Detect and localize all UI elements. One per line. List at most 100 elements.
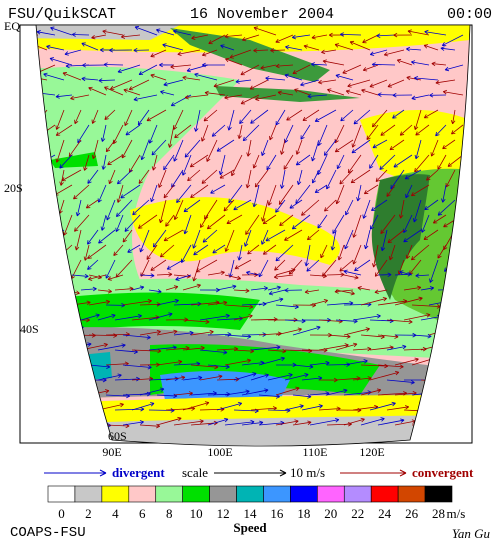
- wind-arrow: [306, 259, 320, 272]
- wind-arrow: [351, 124, 362, 148]
- wind-arrow: [184, 139, 201, 158]
- wind-arrow: [150, 184, 158, 203]
- wind-arrow: [194, 72, 218, 81]
- wind-arrow: [182, 75, 201, 81]
- wind-arrow: [158, 169, 167, 188]
- wind-arrow: [386, 184, 396, 197]
- wind-arrow: [245, 214, 260, 235]
- wind-arrow: [137, 214, 158, 229]
- wind-arrow: [275, 268, 296, 276]
- wind-arrow: [258, 356, 285, 366]
- wind-arrow: [360, 388, 382, 396]
- wind-arrow: [80, 313, 100, 321]
- wind-arrow: [140, 139, 150, 161]
- wind-arrow: [403, 313, 431, 321]
- lon-label: 110E: [303, 445, 328, 459]
- wind-arrow: [151, 154, 158, 171]
- wind-arrow: [289, 199, 303, 209]
- wind-arrow: [369, 79, 388, 88]
- wind-arrow: [292, 64, 311, 75]
- wind-arrow: [139, 229, 150, 253]
- wind-arrow: [340, 109, 354, 122]
- wind-arrow: [105, 139, 116, 153]
- wind-arrow: [49, 57, 73, 66]
- wind-arrow: [398, 199, 405, 219]
- lon-labels: 90E 100E 110E 120E: [102, 445, 384, 459]
- colorbar-label: 10: [190, 506, 203, 521]
- wind-arrow: [380, 124, 396, 136]
- wind-arrow: [240, 94, 260, 105]
- wind-arrow: [218, 154, 226, 176]
- wind-arrow: [383, 49, 405, 57]
- wind-arrow: [163, 229, 184, 242]
- wind-arrow: [336, 154, 345, 170]
- wind-arrow: [74, 109, 82, 125]
- wind-arrow: [75, 199, 82, 217]
- wind-arrow: [231, 154, 243, 177]
- wind-arrow: [87, 244, 107, 259]
- wind-arrow: [265, 76, 286, 81]
- wind-arrow: [406, 46, 422, 52]
- wind-arrow: [139, 387, 165, 396]
- colorbar-label: 26: [405, 506, 419, 521]
- footer-left: COAPS-FSU: [10, 525, 86, 541]
- wind-arrow: [352, 376, 372, 381]
- wind-arrow: [62, 72, 82, 81]
- wind-arrow: [306, 229, 320, 241]
- wind-arrow: [309, 391, 330, 396]
- wind-arrow: [380, 214, 396, 235]
- wind-arrow: [106, 199, 116, 221]
- colorbar-title: Speed: [233, 520, 267, 535]
- wind-arrow: [87, 229, 99, 245]
- wind-arrow: [295, 154, 311, 166]
- wind-arrow: [247, 244, 260, 255]
- wind-arrow: [224, 229, 235, 252]
- wind-arrow: [363, 229, 371, 250]
- wind-arrow: [146, 244, 158, 260]
- wind-arrow: [296, 169, 303, 185]
- wind-arrow: [88, 274, 107, 281]
- wind-arrow: [71, 273, 89, 279]
- wind-arrow: [388, 244, 396, 261]
- wind-arrow: [337, 244, 345, 261]
- wind-arrow: [275, 109, 286, 126]
- colorbar-label: 20: [324, 506, 337, 521]
- wind-arrow: [405, 244, 413, 259]
- colorbar-box: [397, 485, 426, 503]
- wind-arrow: [228, 259, 235, 278]
- wind-arrow: [275, 419, 299, 426]
- wind-arrow: [107, 154, 124, 166]
- wind-arrow: [87, 259, 99, 270]
- wind-arrow: [91, 139, 99, 159]
- wind-arrow: [133, 94, 158, 102]
- wind-arrow: [116, 169, 133, 185]
- wind-arrow: [199, 374, 223, 381]
- wind-arrow: [339, 259, 354, 272]
- wind-arrow: [102, 29, 124, 36]
- wind-arrow: [148, 124, 158, 144]
- wind-arrow: [442, 139, 456, 150]
- colorbar-box: [47, 485, 76, 503]
- speed-field: [36, 66, 240, 300]
- wind-arrow: [97, 288, 112, 294]
- wind-arrow: [97, 184, 107, 203]
- land: [371, 174, 430, 300]
- wind-arrow: [330, 229, 337, 251]
- wind-arrow: [139, 423, 161, 429]
- wind-arrow: [253, 26, 277, 36]
- wind-arrow: [61, 169, 82, 182]
- wind-arrow: [377, 364, 404, 369]
- wind-arrow: [98, 78, 116, 83]
- wind-arrow: [335, 289, 355, 296]
- wind-arrow: [394, 357, 419, 366]
- wind-arrow: [386, 379, 415, 385]
- wind-arrow: [219, 169, 235, 179]
- wind-arrow: [343, 359, 368, 366]
- time-title: 00:00: [447, 6, 492, 23]
- wind-arrow: [117, 64, 141, 74]
- wind-arrow: [431, 61, 447, 67]
- wind-arrow: [170, 94, 192, 107]
- wind-arrow: [98, 229, 116, 244]
- wind-arrow: [375, 169, 388, 182]
- wind-arrow: [347, 79, 371, 88]
